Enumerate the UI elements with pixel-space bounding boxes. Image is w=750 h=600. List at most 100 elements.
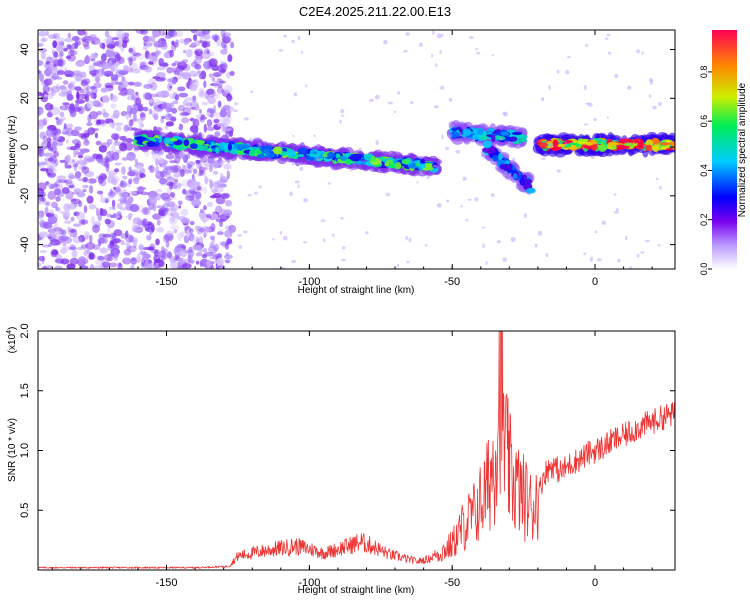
heatmap-blob [130, 264, 135, 269]
heatmap-blob [176, 265, 185, 269]
heatmap-blob [107, 243, 115, 249]
heatmap-blob [415, 163, 420, 167]
heatmap-blob [189, 220, 195, 226]
heatmap-blob [198, 166, 206, 174]
heatmap-blob [143, 207, 148, 215]
heatmap-blob [51, 73, 60, 80]
heatmap-blob [56, 175, 67, 181]
heatmap-blob [389, 160, 394, 165]
heatmap-blob [169, 49, 174, 58]
heatmap-blob [148, 196, 158, 206]
heatmap-blob [254, 191, 258, 195]
heatmap-blob [82, 184, 89, 189]
heatmap-blob [48, 87, 55, 95]
heatmap-blob [184, 249, 194, 254]
heatmap-blob [66, 164, 72, 169]
heatmap-blob [41, 197, 46, 202]
heatmap-blob [65, 55, 72, 60]
heatmap-blob [278, 143, 282, 147]
heatmap-blob [63, 123, 67, 130]
heatmap-blob [212, 181, 221, 190]
heatmap-blob [198, 109, 203, 114]
heatmap-blob [297, 154, 304, 158]
heatmap-blob [467, 198, 472, 201]
heatmap-blob [156, 226, 165, 233]
heatmap-blob [180, 231, 185, 238]
heatmap-blob [161, 115, 166, 120]
heatmap-blob [38, 182, 47, 191]
heatmap-blob [106, 213, 112, 218]
heatmap-blob [144, 223, 150, 231]
heatmap-blob [82, 40, 90, 48]
snr-panel: -150 -100 -50 0 0.5 1.0 1.5 2.0 Height of stra… [6, 323, 676, 596]
heatmap-blob [38, 60, 44, 67]
heatmap-blob [86, 195, 94, 204]
heatmap-blob [341, 258, 346, 262]
heatmap-blob [226, 95, 233, 101]
colorbar-tick-label: 0.2 [699, 213, 709, 226]
heatmap-blob [225, 225, 232, 231]
heatmap-blob [652, 105, 657, 110]
heatmap-blob [162, 168, 169, 173]
heatmap-blob [64, 37, 74, 43]
heatmap-blob [283, 34, 288, 38]
heatmap-blob [198, 87, 205, 94]
heatmap-blob [180, 208, 189, 216]
heatmap-blob [83, 205, 88, 213]
heatmap-blob [201, 225, 210, 234]
heatmap-blob [335, 153, 341, 159]
heatmap-blob [60, 86, 68, 95]
heatmap-blob [112, 206, 116, 210]
y-tick-label: -20 [19, 188, 31, 204]
heatmap-blob [153, 102, 158, 111]
heatmap-blob [424, 243, 428, 247]
heatmap-blob [222, 33, 226, 42]
heatmap-blob [192, 128, 199, 136]
heatmap-blob [409, 101, 414, 105]
heatmap-blob [146, 234, 152, 241]
heatmap-blob [57, 136, 66, 143]
heatmap-blob [583, 85, 587, 90]
heatmap-blob [636, 49, 640, 54]
heatmap-blob [87, 100, 94, 109]
heatmap-blob [290, 154, 297, 158]
heatmap-blob [42, 118, 48, 126]
heatmap-blob [116, 40, 123, 48]
heatmap-blob [175, 182, 179, 186]
heatmap-blob [189, 228, 194, 234]
heatmap-blob [435, 63, 438, 68]
heatmap-blob [86, 84, 91, 92]
heatmap-blob [384, 162, 389, 166]
heatmap-blob [69, 232, 74, 238]
heatmap-blob [127, 170, 136, 177]
heatmap-blob [190, 30, 198, 34]
heatmap-blob [138, 244, 144, 251]
heatmap-blob [213, 118, 220, 124]
heatmap-blob [148, 108, 153, 115]
heatmap-blob [119, 135, 127, 141]
heatmap-blob [164, 200, 170, 205]
heatmap-blob [129, 204, 140, 213]
y-tick-label: 40 [19, 43, 31, 55]
heatmap-blob [611, 145, 617, 150]
heatmap-blob [199, 36, 203, 43]
heatmap-blob [188, 169, 192, 174]
heatmap-blob [226, 170, 230, 179]
heatmap-blob [110, 93, 114, 101]
heatmap-blob [247, 194, 252, 197]
heatmap-blob [41, 266, 48, 269]
heatmap-blob [121, 157, 129, 161]
heatmap-blob [51, 249, 59, 256]
heatmap-blob [587, 102, 593, 107]
heatmap-blob [216, 160, 226, 164]
heatmap-blob [107, 191, 116, 198]
heatmap-blob [460, 204, 463, 208]
heatmap-blob [135, 91, 139, 96]
heatmap-blob [85, 242, 96, 250]
heatmap-blob [111, 133, 120, 140]
heatmap-blob [69, 80, 77, 85]
heatmap-blob [345, 158, 353, 165]
heatmap-blob [218, 64, 226, 69]
heatmap-blob [178, 92, 189, 98]
heatmap-blob [118, 79, 129, 88]
